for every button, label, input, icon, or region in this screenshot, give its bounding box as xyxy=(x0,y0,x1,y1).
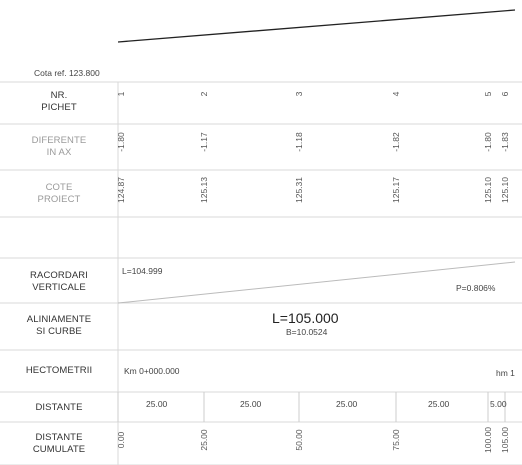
diferenta-value: -1.82 xyxy=(391,132,401,152)
distance-value: 5.00 xyxy=(490,399,507,409)
vertical-curve-length: L=104.999 xyxy=(122,266,163,276)
label-line: CUMULATE xyxy=(32,444,86,455)
label-line: COTE xyxy=(45,182,73,193)
label-racordari-verticale: RACORDARI VERTICALE xyxy=(0,270,118,294)
vertical-curve-line xyxy=(117,261,516,304)
cota-value: 125.10 xyxy=(500,177,510,203)
diferenta-value: -1.17 xyxy=(199,132,209,152)
label-line: SI CURBE xyxy=(36,326,82,337)
distance-value: 25.00 xyxy=(240,399,262,409)
distance-value: 25.00 xyxy=(146,399,168,409)
alignment-bearing: B=10.0524 xyxy=(286,327,328,337)
label-line: PICHET xyxy=(41,102,77,113)
label-line: VERTICALE xyxy=(32,282,86,293)
label-diferente-in-ax: DIFERENTE IN AX xyxy=(0,135,118,159)
label-line: PROIECT xyxy=(37,194,81,205)
table-grid xyxy=(0,81,522,465)
label-line: NR. xyxy=(50,90,68,101)
pichet-value: 5 xyxy=(483,91,493,97)
distance-value: 25.00 xyxy=(428,399,450,409)
cota-value: 125.17 xyxy=(391,177,401,203)
pichet-value: 3 xyxy=(294,91,304,97)
cota-value: 124.87 xyxy=(116,177,126,203)
alignment-length: L=105.000 xyxy=(272,310,339,326)
vertical-curve-grade: P=0.806% xyxy=(456,283,496,293)
pichet-value: 6 xyxy=(500,91,510,97)
cumulative-distance: 0.00 xyxy=(116,431,126,449)
cumulative-distance: 50.00 xyxy=(294,429,304,451)
cota-value: 125.31 xyxy=(294,177,304,203)
label-line: RACORDARI xyxy=(30,270,88,281)
diferenta-value: -1.80 xyxy=(116,132,126,152)
label-line: DIFERENTE xyxy=(31,135,87,146)
label-distante: DISTANTE xyxy=(35,402,83,413)
label-cote-proiect: COTE PROIECT xyxy=(0,182,118,206)
diferenta-value: -1.18 xyxy=(294,132,304,152)
hectometer-start: Km 0+000.000 xyxy=(124,366,180,376)
profile-line xyxy=(117,9,516,43)
reference-level: Cota ref. 123.800 xyxy=(34,68,100,78)
distance-value: 25.00 xyxy=(336,399,358,409)
label-line: IN AX xyxy=(46,147,72,158)
diferenta-value: -1.83 xyxy=(500,132,510,152)
cumulative-distance: 105.00 xyxy=(500,427,510,453)
pichet-value: 4 xyxy=(391,91,401,97)
cumulative-distance: 25.00 xyxy=(199,429,209,451)
cota-value: 125.10 xyxy=(483,177,493,203)
label-hectometrii: HECTOMETRII xyxy=(25,365,93,376)
cota-value: 125.13 xyxy=(199,177,209,203)
cumulative-distance: 100.00 xyxy=(483,427,493,453)
label-aliniamente-si-curbe: ALINIAMENTE SI CURBE xyxy=(0,314,118,338)
label-line: ALINIAMENTE xyxy=(26,314,92,325)
pichet-value: 2 xyxy=(199,91,209,97)
label-nr-pichet: NR. PICHET xyxy=(0,90,118,114)
pichet-value: 1 xyxy=(116,91,126,97)
cumulative-distance: 75.00 xyxy=(391,429,401,451)
station-ticks xyxy=(117,392,506,422)
diferenta-value: -1.80 xyxy=(483,132,493,152)
label-line: DISTANTE xyxy=(35,432,83,443)
label-distante-cumulate: DISTANTE CUMULATE xyxy=(0,432,118,456)
hectometer-end: hm 1 xyxy=(496,368,515,378)
